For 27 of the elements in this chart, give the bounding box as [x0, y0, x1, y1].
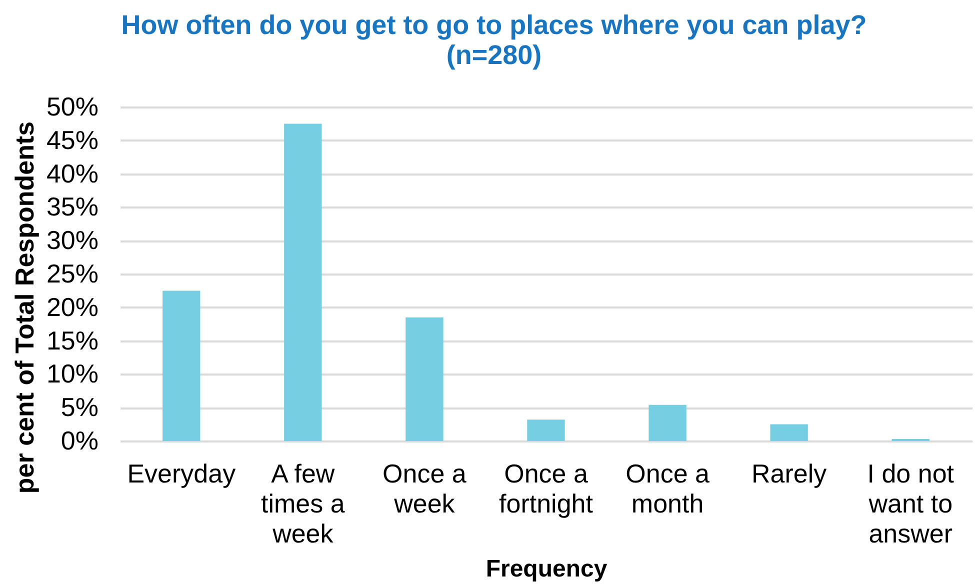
- chart-title: How often do you get to go to places where you can play? (n=280): [121, 10, 867, 70]
- x-tick-label: Rarely: [752, 458, 827, 488]
- x-tick-label: Once a month: [626, 458, 710, 518]
- y-axis-title: per cent of Total Respondents: [9, 121, 40, 494]
- y-tick-label: 0%: [60, 426, 98, 456]
- x-tick-label: I do not want to answer: [867, 458, 955, 548]
- x-tick-label: A few times a week: [261, 458, 346, 548]
- y-tick-label: 45%: [46, 124, 98, 155]
- bar: [770, 424, 808, 441]
- y-tick-label: 35%: [46, 192, 98, 222]
- y-tick-label: 15%: [46, 325, 98, 356]
- bar: [406, 317, 444, 441]
- x-tick-label: Once a fortnight: [499, 458, 594, 518]
- y-tick-label: 25%: [46, 258, 98, 288]
- x-tick-label: Once a week: [382, 458, 467, 518]
- y-tick-label: 5%: [60, 392, 98, 422]
- bar: [162, 290, 200, 441]
- bar: [527, 420, 565, 441]
- y-tick-label: 50%: [46, 92, 98, 122]
- y-tick-label: 20%: [46, 292, 98, 322]
- x-axis-title: Frequency: [486, 556, 608, 582]
- bar: [284, 124, 322, 441]
- bar: [648, 404, 686, 441]
- y-tick-label: 30%: [46, 225, 98, 256]
- y-tick-label: 10%: [46, 358, 98, 389]
- x-tick-label: Everyday: [127, 458, 236, 488]
- y-tick-label: 40%: [46, 158, 98, 188]
